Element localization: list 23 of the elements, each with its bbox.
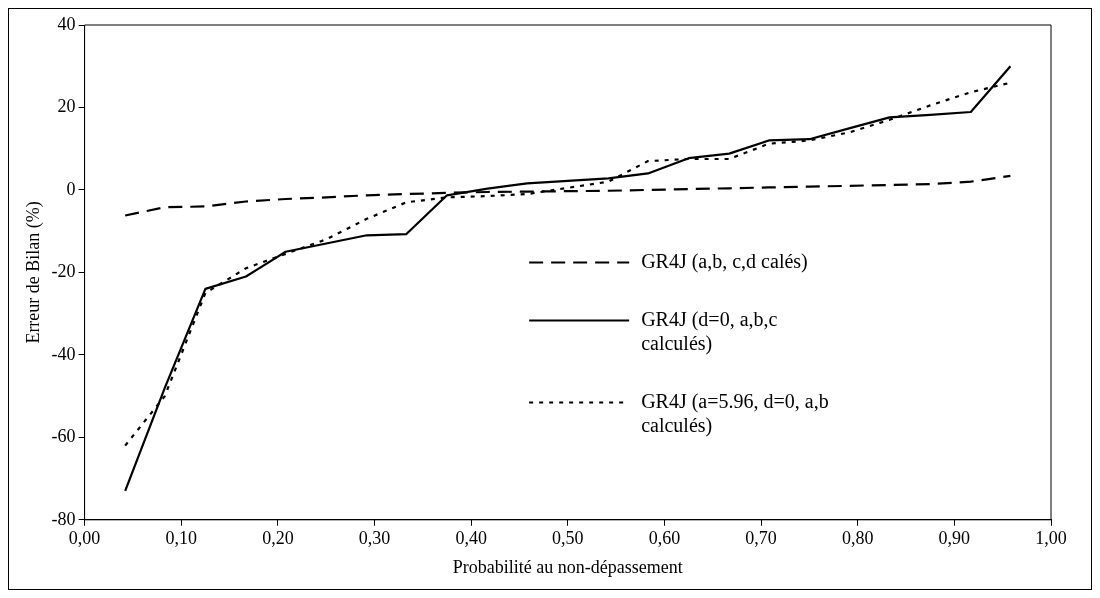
x-tick-label: 0,20	[262, 528, 294, 549]
x-tick-label: 1,00	[1035, 528, 1067, 549]
legend-label: GR4J (a,b, c,d calés)	[641, 249, 808, 273]
x-tick-label: 0,80	[841, 528, 874, 549]
x-tick-label: 0,30	[358, 528, 391, 549]
legend-label: GR4J (a=5.96, d=0, a,b calculés)	[641, 389, 829, 437]
legend-label: GR4J (d=0, a,b,c calculés)	[641, 307, 778, 355]
x-tick-label: 0,40	[455, 528, 487, 549]
y-tick-label: -60	[51, 426, 76, 447]
x-tick-label: 0,50	[552, 528, 584, 549]
x-tick-label: 0,10	[165, 528, 197, 549]
x-tick-label: 0,00	[68, 528, 101, 549]
y-tick-label: 20	[57, 96, 76, 117]
y-tick-label: 0	[66, 178, 76, 199]
x-axis-title: Probabilité au non-dépassement	[452, 556, 683, 577]
y-tick-label: -40	[51, 343, 76, 364]
y-axis-title: Erreur de Bilan (%)	[22, 201, 44, 344]
y-tick-label: 40	[57, 13, 76, 34]
x-tick-label: 0,90	[938, 528, 971, 549]
x-tick-label: 0,70	[745, 528, 777, 549]
y-tick-label: -20	[51, 261, 76, 282]
y-tick-label: -80	[51, 508, 76, 529]
x-tick-label: 0,60	[648, 528, 681, 549]
